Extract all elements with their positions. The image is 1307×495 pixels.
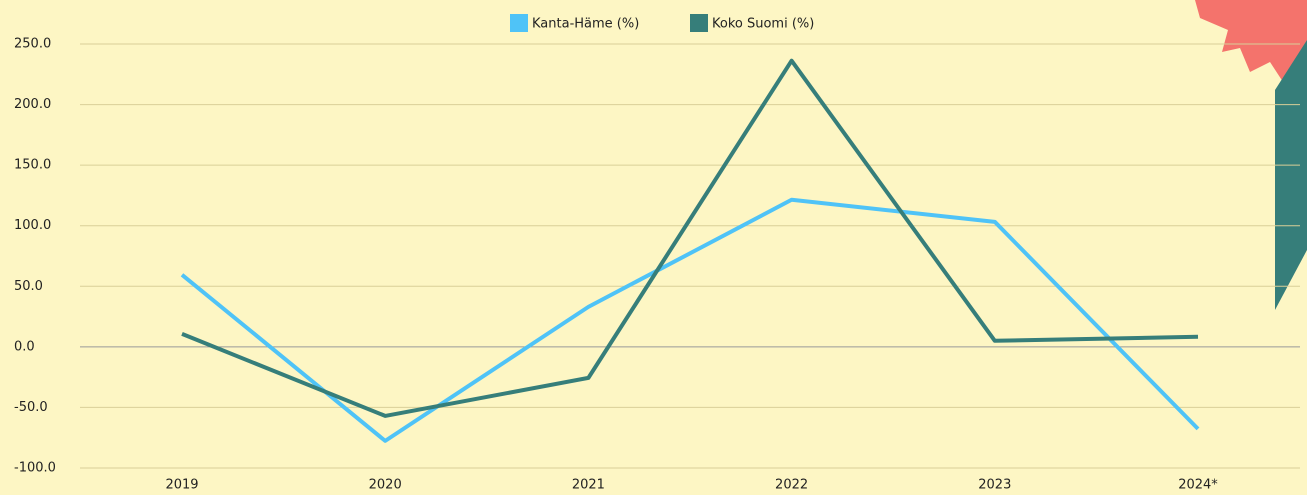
legend-label: Kanta-Häme (%) (532, 17, 639, 32)
y-tick-label: 200.0 (14, 97, 51, 112)
series-line (181, 58, 1199, 418)
x-tick-label: 2024* (1178, 478, 1218, 493)
x-tick-label: 2019 (165, 478, 198, 493)
x-tick-label: 2020 (369, 478, 402, 493)
x-tick-label: 2021 (572, 478, 605, 493)
x-tick-label: 2023 (978, 478, 1011, 493)
legend-swatch (690, 14, 708, 32)
y-tick-label: -100.0 (14, 461, 56, 476)
y-tick-label: 100.0 (14, 218, 51, 233)
y-tick-label: -50.0 (14, 400, 48, 415)
x-tick-label: 2022 (775, 478, 808, 493)
y-tick-label: 150.0 (14, 158, 51, 173)
legend-label: Koko Suomi (%) (712, 17, 814, 32)
y-tick-label: 250.0 (14, 37, 51, 52)
legend-swatch (510, 14, 528, 32)
y-tick-label: 0.0 (14, 339, 35, 354)
decoration (1275, 40, 1307, 310)
decoration (1195, 0, 1307, 85)
y-tick-label: 50.0 (14, 279, 43, 294)
series-line (180, 197, 1200, 443)
